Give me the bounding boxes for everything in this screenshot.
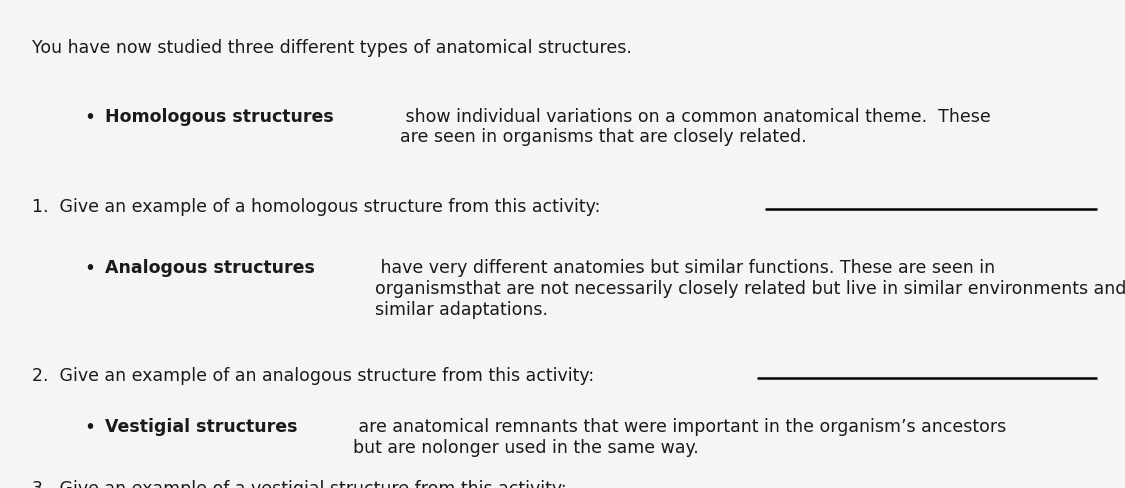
Text: 3.  Give an example of a vestigial structure from this activity:: 3. Give an example of a vestigial struct…	[32, 479, 566, 488]
Text: Vestigial structures: Vestigial structures	[105, 417, 297, 435]
Text: •: •	[84, 259, 96, 278]
Text: 1.  Give an example of a homologous structure from this activity:: 1. Give an example of a homologous struc…	[32, 198, 600, 216]
Text: •: •	[84, 417, 96, 436]
Text: Homologous structures: Homologous structures	[105, 107, 333, 125]
Text: are anatomical remnants that were important in the organism’s ancestors
but are : are anatomical remnants that were import…	[353, 417, 1006, 456]
Text: show individual variations on a common anatomical theme.  These
are seen in orga: show individual variations on a common a…	[399, 107, 990, 146]
Text: have very different anatomies but similar functions. These are seen in
organisms: have very different anatomies but simila…	[376, 259, 1125, 318]
Text: Analogous structures: Analogous structures	[105, 259, 315, 277]
Text: You have now studied three different types of anatomical structures.: You have now studied three different typ…	[32, 39, 631, 57]
Text: •: •	[84, 107, 96, 126]
Text: 2.  Give an example of an analogous structure from this activity:: 2. Give an example of an analogous struc…	[32, 366, 594, 384]
